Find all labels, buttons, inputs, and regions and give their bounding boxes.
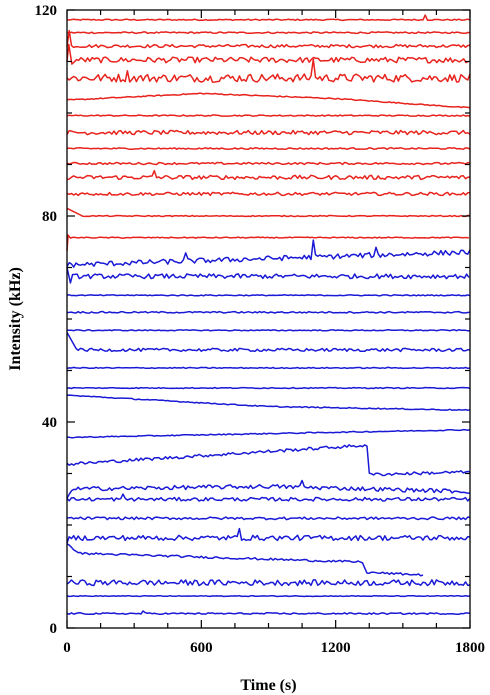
labels-layer: 0 600 1200 1800 0 40 80 120 (35, 3, 486, 656)
series-line-30-blue (66, 543, 424, 577)
y-tick-label-80: 80 (42, 209, 57, 225)
series-line-12-red (66, 191, 471, 197)
x-axis-title: Time (s) (240, 677, 296, 694)
series-line-10-red (66, 161, 471, 166)
series-line-27-blue (66, 493, 471, 502)
series-line-19-blue (67, 329, 471, 332)
series-line-21-blue (66, 366, 471, 370)
series-line-2-red (66, 31, 471, 35)
x-tick-label-1200: 1200 (321, 640, 351, 656)
series-line-26-blue (66, 479, 471, 499)
series-line-1-red (66, 14, 471, 22)
series-line-13-red (66, 207, 470, 218)
series-line-24-blue (66, 428, 471, 439)
x-tick-label-0: 0 (63, 640, 71, 656)
series-line-4-red (66, 43, 469, 65)
series-line-5-red (66, 58, 471, 83)
series-line-7-red (66, 114, 471, 117)
y-tick-label-0: 0 (50, 621, 58, 637)
y-tick-label-40: 40 (42, 415, 57, 431)
series-line-31-blue (66, 579, 471, 587)
series-layer (66, 14, 471, 616)
series-line-22-blue (66, 386, 471, 390)
series-line-20-blue (66, 332, 470, 353)
y-axis-title: Intensity (kHz) (7, 267, 24, 371)
series-line-16-blue (66, 267, 470, 284)
y-tick-label-120: 120 (35, 3, 58, 19)
series-line-17-blue (66, 294, 471, 297)
ticks-layer (66, 9, 471, 629)
series-line-28-blue (66, 516, 471, 521)
series-line-18-blue (66, 310, 471, 314)
series-line-6-red (66, 92, 471, 109)
series-line-15-blue (66, 239, 471, 268)
series-line-11-red (66, 169, 471, 181)
series-line-9-red (67, 147, 471, 151)
x-tick-label-600: 600 (190, 640, 213, 656)
series-line-8-red (66, 129, 471, 136)
series-line-23-blue (66, 394, 471, 412)
series-line-29-blue (66, 527, 471, 544)
series-line-32-blue (66, 594, 470, 598)
series-line-14-red (66, 234, 469, 252)
series-line-33-blue (66, 610, 471, 616)
x-tick-label-1800: 1800 (455, 640, 485, 656)
series-line-25-blue (66, 444, 471, 477)
series-line-3-red (66, 29, 471, 49)
